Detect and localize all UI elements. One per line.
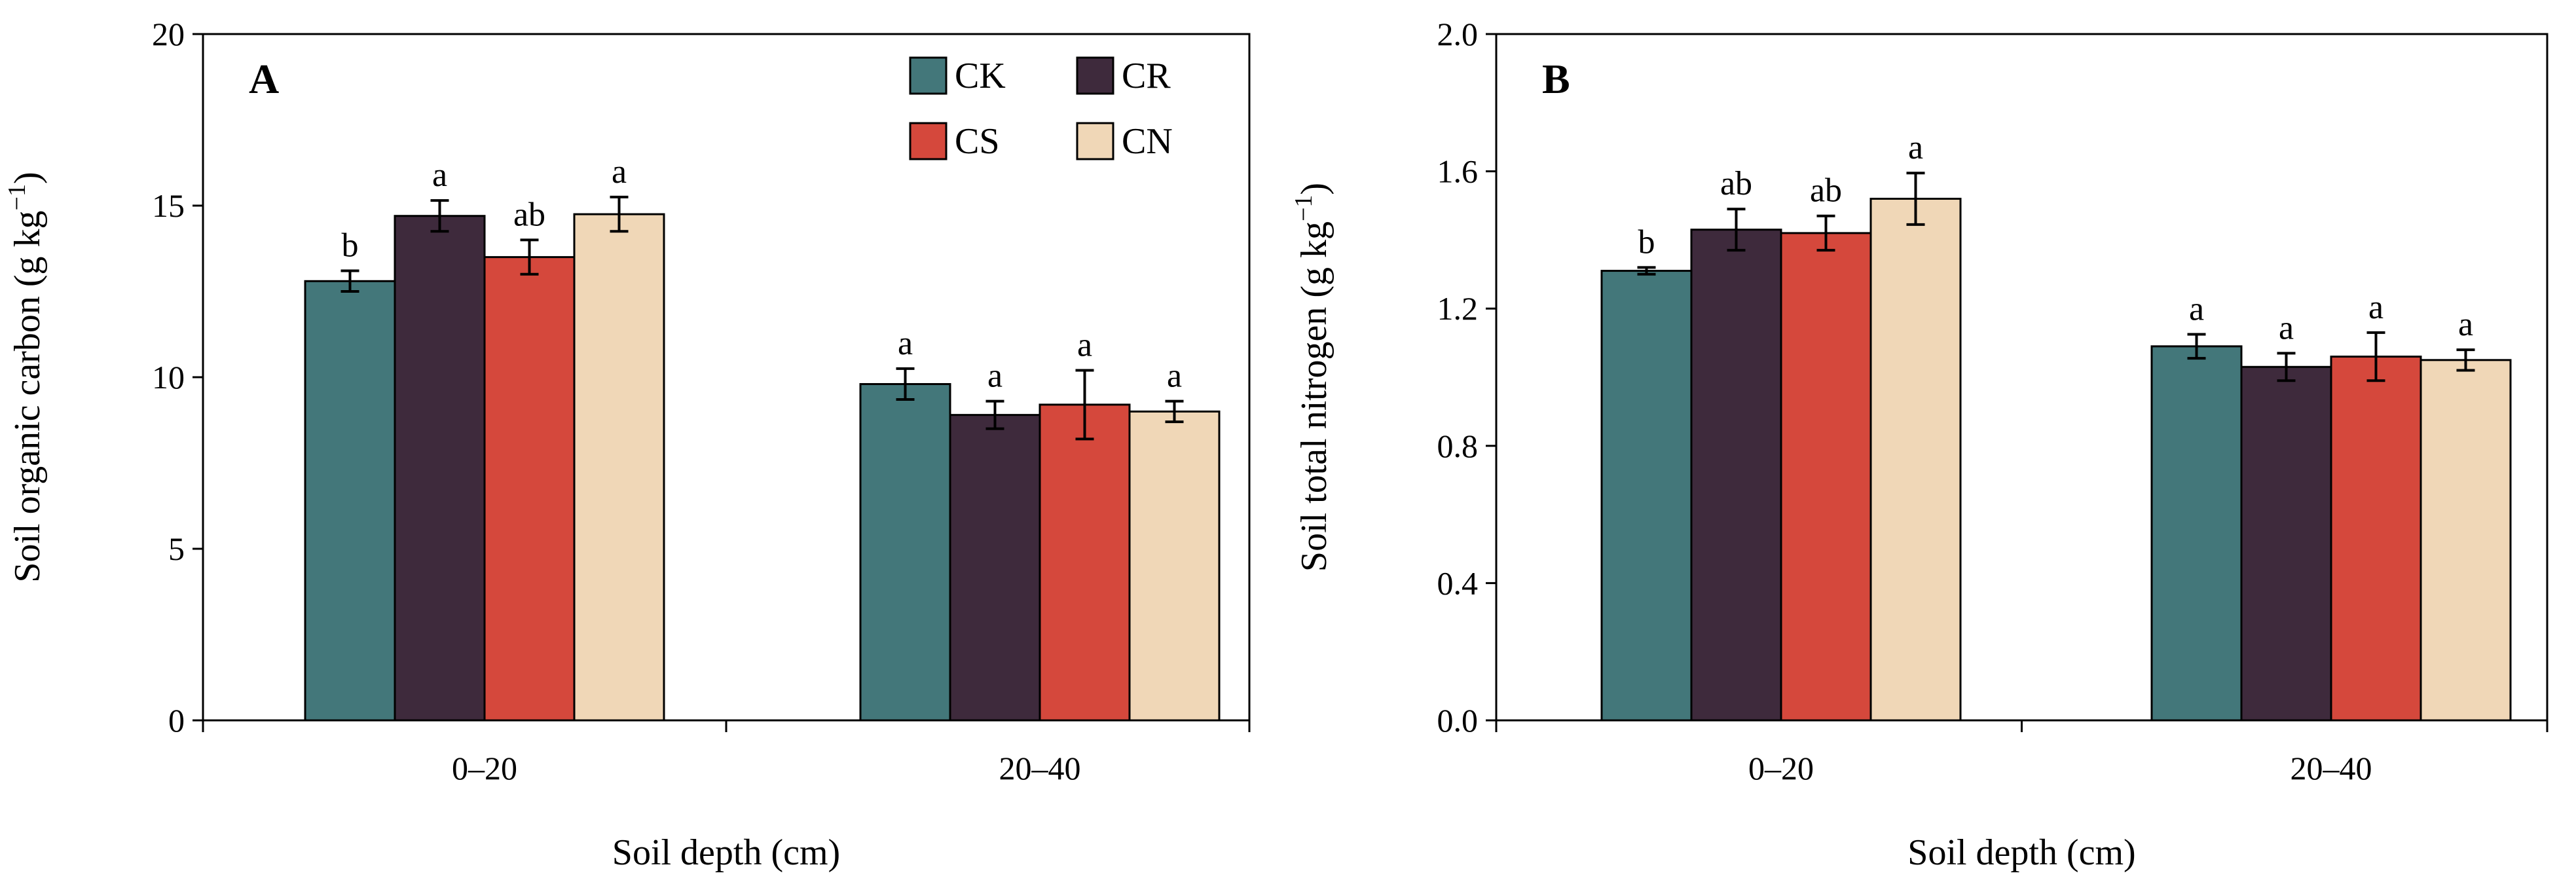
legend-swatch (909, 56, 948, 95)
legend-entry: CR (1122, 56, 1171, 96)
y-axis-label: Soil organic carbon (g kg−1) (3, 172, 48, 582)
chart-panel-a: 0 5 10 15 20 0–20 20–40 b a a a ab a a a A Soil depth (c… (3, 16, 1251, 873)
bar (483, 256, 576, 722)
significance-letter: b (1638, 223, 1655, 261)
y-tick-label: 0.8 (1437, 428, 1479, 464)
significance-letter: a (612, 153, 627, 191)
x-axis-label: Soil depth (cm) (1907, 832, 2135, 873)
y-tick-label: 20 (152, 16, 185, 52)
significance-letter: a (898, 325, 913, 362)
significance-letter: a (2189, 291, 2204, 328)
y-axis-label-superscript: −1 (3, 184, 31, 210)
bar (2330, 356, 2422, 722)
bar (2240, 365, 2332, 722)
y-tick-label: 10 (152, 359, 185, 396)
y-tick-label: 1.6 (1437, 153, 1479, 190)
significance-letter: a (2458, 306, 2473, 343)
bar (2420, 359, 2512, 722)
significance-letter: a (987, 358, 1003, 395)
legend-swatch (909, 122, 948, 160)
bar (304, 280, 396, 722)
legend-swatch (1076, 122, 1114, 160)
y-axis-label-main: Soil organic carbon (g kg (7, 210, 48, 582)
bar (1128, 410, 1221, 722)
legend-entry: CN (1122, 121, 1173, 162)
y-axis-label-close: ) (1294, 183, 1334, 195)
panel-label: A (249, 56, 279, 102)
bar (949, 414, 1041, 722)
panel-label: B (1542, 56, 1570, 102)
significance-letter: ab (513, 196, 545, 233)
bar (1780, 232, 1872, 722)
x-tick-label: 0–20 (1748, 750, 1814, 786)
bar (394, 215, 486, 722)
y-tick-label: 0 (168, 702, 185, 739)
significance-letter: a (1167, 358, 1182, 395)
bar (1039, 403, 1131, 722)
x-tick-label: 20–40 (2291, 750, 2372, 786)
bar (2150, 345, 2243, 722)
y-tick-label: 0.0 (1437, 702, 1479, 739)
y-axis-label-superscript: −1 (1290, 195, 1317, 221)
legend-swatch (1076, 56, 1114, 95)
significance-letter: a (432, 157, 447, 194)
significance-letter: a (2368, 289, 2383, 326)
bar (1690, 229, 1782, 722)
y-tick-label: 5 (168, 530, 185, 567)
bar (859, 382, 951, 722)
x-tick-label: 20–40 (999, 750, 1081, 786)
x-axis-label: Soil depth (cm) (612, 832, 840, 873)
significance-letter: a (1077, 327, 1092, 364)
significance-letter: ab (1720, 165, 1752, 202)
significance-letter: b (342, 227, 359, 265)
y-axis-label-close: ) (7, 172, 48, 184)
legend: CK CR CS CN (909, 56, 1173, 162)
bar (1869, 198, 1962, 722)
legend-entry: CK (955, 56, 1006, 96)
x-tick-label: 0–20 (452, 750, 517, 786)
y-axis-label-main: Soil total nitrogen (g kg (1294, 221, 1334, 572)
bar (573, 213, 665, 722)
y-tick-label: 0.4 (1437, 564, 1479, 601)
chart-panel-b: 0.0 0.4 0.8 1.2 1.6 2.0 0–20 20–40 b a ab a ab a a a B So… (1290, 16, 2548, 873)
legend-entry: CS (955, 121, 1000, 162)
significance-letter: ab (1810, 172, 1842, 210)
significance-letter: a (1908, 129, 1923, 166)
y-tick-label: 1.2 (1437, 290, 1479, 327)
significance-letter: a (2279, 309, 2294, 346)
y-tick-label: 15 (152, 187, 185, 224)
y-tick-label: 2.0 (1437, 16, 1479, 52)
bar (1600, 270, 1693, 722)
y-axis-label: Soil total nitrogen (g kg−1) (1290, 183, 1334, 572)
